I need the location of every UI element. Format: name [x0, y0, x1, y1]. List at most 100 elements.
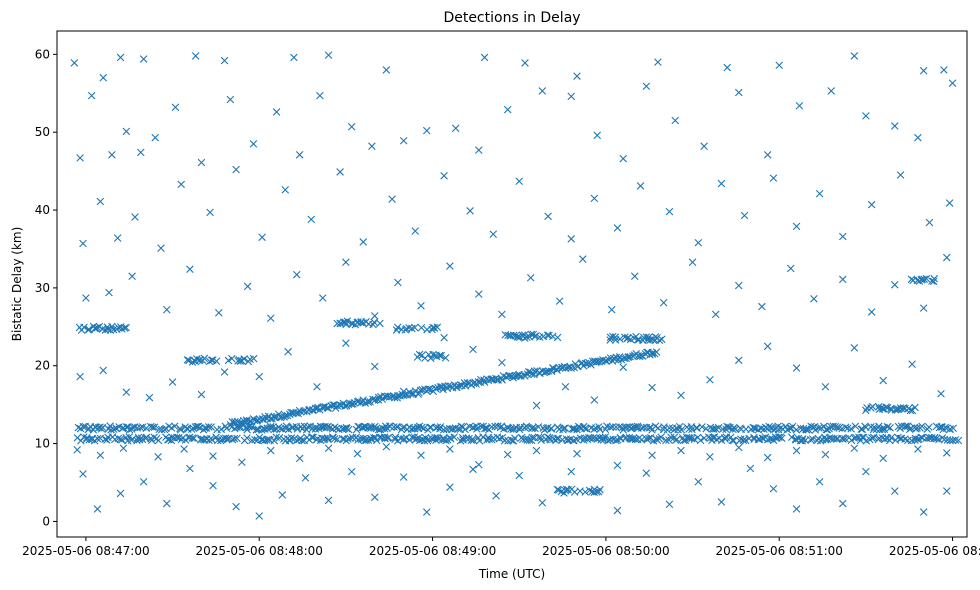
scatter-point — [821, 435, 830, 444]
scatter-point — [202, 424, 211, 432]
scatter-point — [220, 56, 229, 65]
scatter-point — [390, 423, 398, 431]
scatter-point — [70, 59, 79, 67]
scatter-point — [420, 424, 428, 433]
scatter-point — [581, 488, 589, 496]
scatter-point — [757, 424, 766, 433]
scatter-point — [749, 423, 757, 432]
scatter-point — [109, 325, 118, 334]
scatter-point — [347, 122, 356, 131]
scatter-point — [418, 423, 426, 432]
scatter-point — [827, 87, 836, 95]
scatter-point — [171, 103, 180, 112]
scatter-point — [729, 436, 738, 445]
scatter-point — [120, 324, 129, 332]
scatter-point — [118, 325, 126, 333]
scatter-point — [226, 95, 235, 104]
scatter-point — [221, 422, 230, 431]
scatter-point — [79, 239, 87, 248]
scatter-point — [717, 498, 726, 506]
y-tick-label: 20 — [35, 359, 50, 373]
scatter-point — [462, 434, 471, 442]
scatter-point — [841, 423, 850, 432]
scatter-point — [157, 244, 165, 252]
scatter-point — [758, 302, 766, 311]
scatter-point — [370, 362, 379, 371]
y-axis-ticks: 0 10 20 30 40 50 60 — [35, 47, 57, 528]
scatter-point — [110, 425, 118, 434]
scatter-point — [309, 433, 317, 442]
scatter-point — [411, 227, 420, 235]
scatter-point — [191, 52, 200, 60]
y-tick-label: 30 — [35, 281, 50, 295]
scatter-point — [515, 177, 524, 186]
scatter-point — [238, 458, 246, 467]
scatter-point — [450, 433, 458, 441]
scatter-point — [399, 136, 408, 145]
scatter-point — [446, 262, 454, 270]
scatter-point — [292, 270, 301, 279]
scatter-point — [316, 91, 324, 100]
scatter-point — [573, 449, 581, 458]
scatter-point — [619, 363, 628, 372]
scatter-point — [862, 467, 870, 476]
scatter-point — [118, 436, 126, 444]
scatter-point — [150, 433, 158, 442]
scatter-point — [914, 445, 922, 453]
scatter-point — [93, 505, 102, 513]
scatter-point — [948, 436, 957, 445]
scatter-point — [301, 474, 310, 482]
scatter-point — [139, 477, 148, 486]
scatter-point — [662, 436, 670, 445]
x-tick-label: 2025-05-06 08:49:00 — [369, 544, 496, 558]
scatter-point — [324, 444, 333, 453]
x-tick-label: 2025-05-06 08:47:00 — [22, 544, 149, 558]
scatter-point — [415, 422, 424, 431]
scatter-point — [711, 310, 720, 319]
scatter-point — [734, 281, 743, 290]
scatter-point — [374, 425, 383, 434]
scatter-point — [504, 331, 512, 340]
scatter-point — [507, 436, 515, 444]
scatter-point — [602, 356, 611, 365]
scatter-point — [555, 297, 564, 305]
scatter-point — [415, 350, 424, 359]
scatter-point — [925, 218, 934, 227]
scatter-point — [622, 354, 631, 363]
scatter-point — [532, 401, 541, 410]
scatter-point — [694, 477, 703, 486]
scatter-point — [500, 436, 509, 445]
scatter-point — [920, 275, 929, 284]
scatter-point — [186, 265, 194, 273]
scatter-point — [307, 215, 316, 224]
scatter-point — [698, 423, 706, 431]
scatter-point — [728, 436, 737, 445]
scatter-point — [407, 425, 416, 433]
scatter-point — [850, 344, 859, 352]
scatter-point — [384, 433, 393, 442]
scatter-point — [142, 424, 151, 432]
scatter-point — [446, 483, 454, 491]
scatter-point — [693, 424, 702, 432]
scatter-point — [209, 452, 217, 460]
scatter-point — [440, 172, 448, 180]
scatter-point — [99, 366, 108, 375]
scatter-point — [746, 464, 755, 473]
scatter-point — [148, 423, 157, 431]
scatter-point — [233, 434, 241, 443]
scatter-point — [612, 436, 620, 445]
scatter-point — [869, 425, 878, 434]
scatter-point — [405, 323, 413, 332]
scatter-point — [307, 433, 316, 441]
scatter-point — [128, 272, 136, 281]
scatter-point — [637, 351, 646, 360]
scatter-point — [76, 154, 84, 162]
scatter-point — [151, 133, 160, 142]
scatter-point — [882, 403, 890, 411]
scatter-point — [700, 142, 708, 151]
scatter-point — [258, 233, 266, 242]
scatter-point — [399, 473, 408, 481]
scatter-point — [344, 435, 352, 443]
scatter-point — [180, 445, 188, 453]
